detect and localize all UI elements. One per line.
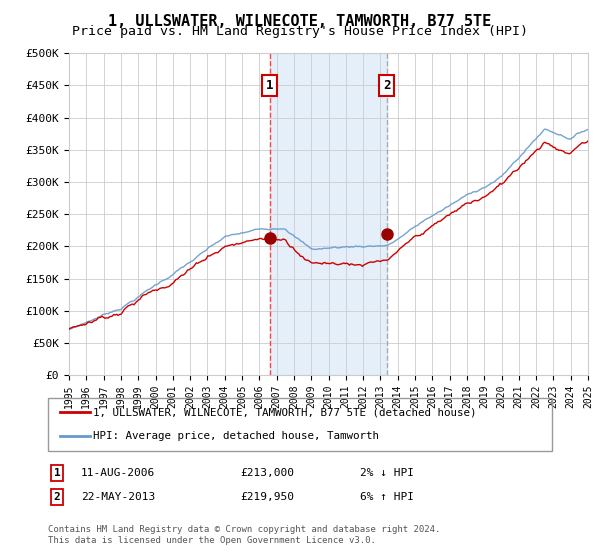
Text: 2% ↓ HPI: 2% ↓ HPI xyxy=(360,468,414,478)
Text: 1, ULLSWATER, WILNECOTE, TAMWORTH, B77 5TE (detached house): 1, ULLSWATER, WILNECOTE, TAMWORTH, B77 5… xyxy=(93,408,476,418)
Text: Contains HM Land Registry data © Crown copyright and database right 2024.
This d: Contains HM Land Registry data © Crown c… xyxy=(48,525,440,545)
Text: 1: 1 xyxy=(266,79,274,92)
Text: 1: 1 xyxy=(53,468,61,478)
Text: 22-MAY-2013: 22-MAY-2013 xyxy=(81,492,155,502)
Bar xyxy=(269,53,387,375)
Text: £213,000: £213,000 xyxy=(240,468,294,478)
Text: 11-AUG-2006: 11-AUG-2006 xyxy=(81,468,155,478)
Text: 1, ULLSWATER, WILNECOTE, TAMWORTH, B77 5TE: 1, ULLSWATER, WILNECOTE, TAMWORTH, B77 5… xyxy=(109,14,491,29)
Text: 2: 2 xyxy=(383,79,391,92)
Text: Price paid vs. HM Land Registry's House Price Index (HPI): Price paid vs. HM Land Registry's House … xyxy=(72,25,528,38)
Text: HPI: Average price, detached house, Tamworth: HPI: Average price, detached house, Tamw… xyxy=(93,431,379,441)
Text: 6% ↑ HPI: 6% ↑ HPI xyxy=(360,492,414,502)
Text: £219,950: £219,950 xyxy=(240,492,294,502)
Text: 2: 2 xyxy=(53,492,61,502)
